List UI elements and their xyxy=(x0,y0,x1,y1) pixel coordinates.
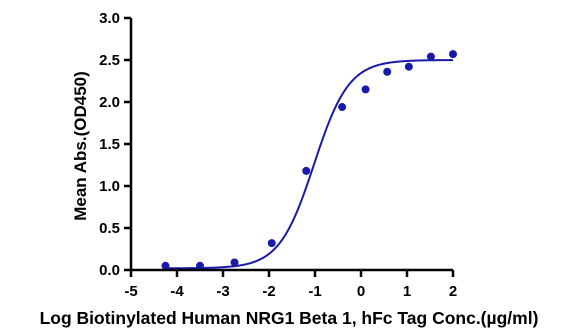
data-point xyxy=(361,85,370,94)
x-tick-label: 1 xyxy=(403,283,411,300)
x-tick-label: -4 xyxy=(170,283,184,300)
x-tick-label: 2 xyxy=(449,283,457,300)
y-tick-label: 2.0 xyxy=(99,94,120,111)
y-tick-label: 2.5 xyxy=(99,52,120,69)
data-point xyxy=(449,50,457,59)
x-tick-label: 0 xyxy=(357,283,365,300)
data-point xyxy=(302,166,311,175)
data-point xyxy=(404,62,413,71)
fit-curve xyxy=(165,59,454,270)
data-point xyxy=(383,67,392,76)
data-point xyxy=(230,258,239,267)
x-tick-label: -5 xyxy=(124,283,137,300)
data-point xyxy=(338,103,347,112)
data-point xyxy=(426,52,435,61)
y-tick-label: 0.5 xyxy=(99,220,120,237)
x-tick-label: -3 xyxy=(216,283,229,300)
data-point xyxy=(267,239,276,248)
x-tick-label: -1 xyxy=(308,283,321,300)
x-axis-title: Log Biotinylated Human NRG1 Beta 1, hFc … xyxy=(40,308,539,328)
y-tick-label: 0.0 xyxy=(99,262,120,279)
y-tick-label: 1.5 xyxy=(99,136,120,153)
y-tick-label: 1.0 xyxy=(99,178,120,195)
data-point xyxy=(161,261,170,270)
y-axis-title: Mean Abs.(OD450) xyxy=(71,71,90,221)
y-tick-label: 3.0 xyxy=(99,10,120,27)
data-point xyxy=(196,261,204,270)
x-tick-label: -2 xyxy=(262,283,275,300)
